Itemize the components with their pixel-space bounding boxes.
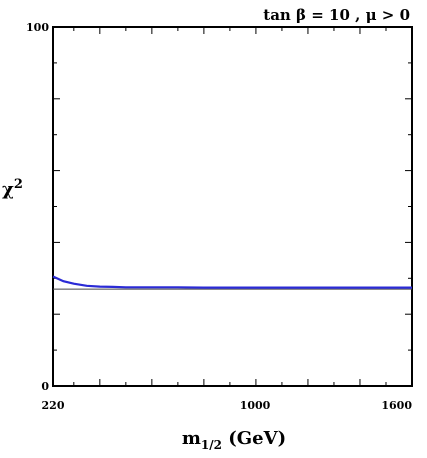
y-axis-title-main: χ bbox=[2, 179, 14, 200]
x-axis-title-main: m bbox=[182, 428, 201, 449]
series-line bbox=[52, 275, 412, 289]
tick-marks bbox=[53, 27, 412, 386]
x-tick-label-max: 1600 bbox=[381, 399, 412, 412]
x-axis-title-sub: 1/2 bbox=[201, 438, 222, 452]
chart-title: tan β = 10 , μ > 0 bbox=[263, 6, 410, 24]
y-axis-title: χ2 bbox=[2, 177, 23, 200]
x-axis-title: m1/2 (GeV) bbox=[182, 428, 286, 452]
x-tick-label-min: 220 bbox=[42, 399, 65, 412]
y-tick-label-max: 100 bbox=[26, 21, 49, 34]
y-axis-title-sup: 2 bbox=[14, 177, 23, 192]
y-tick-label-min: 0 bbox=[41, 380, 49, 393]
plot-frame bbox=[52, 26, 413, 387]
x-axis-title-unit: (GeV) bbox=[222, 428, 286, 449]
x-tick-label-mid: 1000 bbox=[240, 399, 271, 412]
